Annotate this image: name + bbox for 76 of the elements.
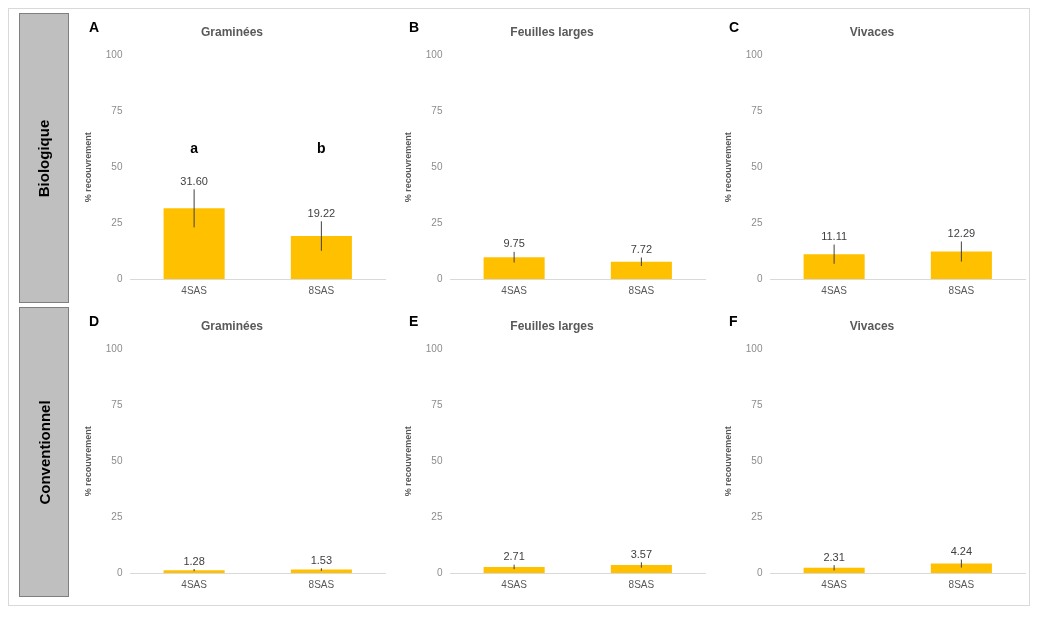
y-tick-label: 100: [425, 343, 443, 355]
y-tick-label: 0: [756, 566, 763, 578]
data-label: 1.28: [183, 554, 205, 567]
text: A: [89, 19, 100, 35]
y-tick-label: 100: [105, 49, 123, 61]
data-label: 1.53: [310, 553, 333, 566]
data-label: 19.22: [307, 206, 336, 219]
y-tick-label: 25: [751, 216, 763, 228]
text: Conventionnel: [35, 399, 53, 505]
text: E: [409, 313, 419, 329]
y-tick-label: 50: [111, 160, 123, 172]
x-tick-label: 8SAS: [308, 284, 335, 296]
y-tick-label: 50: [431, 160, 443, 172]
data-label: 9.75: [503, 237, 525, 250]
y-tick-label: 50: [751, 160, 763, 172]
y-tick-label: 0: [756, 272, 763, 284]
data-label: 2.31: [823, 550, 845, 563]
y-tick-label: 75: [431, 105, 443, 117]
y-tick-label: 50: [431, 454, 443, 466]
y-axis-title: % recouvrement: [722, 132, 733, 203]
y-tick-label: 25: [431, 510, 443, 522]
y-tick-label: 0: [116, 272, 123, 284]
data-label: 2.71: [503, 550, 525, 563]
y-tick-label: 0: [436, 272, 443, 284]
text: F: [729, 313, 738, 329]
y-tick-label: 100: [745, 343, 763, 355]
y-axis-title: % recouvrement: [82, 426, 93, 497]
y-tick-label: 75: [111, 399, 123, 411]
x-tick-label: 8SAS: [948, 578, 975, 590]
data-label: 7.72: [630, 243, 653, 256]
chart-title: Vivaces: [849, 24, 895, 39]
y-tick-label: 100: [425, 49, 443, 61]
y-axis-title: % recouvrement: [402, 132, 413, 203]
data-label: 31.60: [180, 174, 208, 187]
y-tick-label: 75: [111, 105, 123, 117]
x-tick-label: 4SAS: [821, 284, 848, 296]
x-tick-label: 4SAS: [821, 578, 848, 590]
x-tick-label: 4SAS: [181, 578, 208, 590]
y-tick-label: 50: [111, 454, 123, 466]
y-tick-label: 100: [105, 343, 123, 355]
y-tick-label: 75: [751, 105, 763, 117]
chart-title: Graminées: [200, 318, 264, 333]
chart-title: Feuilles larges: [510, 24, 595, 39]
x-tick-label: 8SAS: [948, 284, 975, 296]
annotation: a: [190, 140, 199, 157]
y-tick-label: 100: [745, 49, 763, 61]
y-tick-label: 0: [436, 566, 443, 578]
data-label: 3.57: [630, 547, 653, 560]
x-tick-label: 8SAS: [628, 578, 655, 590]
y-axis-title: % recouvrement: [82, 132, 93, 203]
chart-title: Graminées: [200, 24, 264, 39]
y-tick-label: 0: [116, 566, 123, 578]
chart-title: Feuilles larges: [510, 318, 595, 333]
text: Biologique: [35, 119, 53, 197]
y-tick-label: 25: [751, 510, 763, 522]
data-label: 4.24: [950, 545, 973, 558]
x-tick-label: 8SAS: [628, 284, 655, 296]
y-tick-label: 75: [431, 399, 443, 411]
x-tick-label: 4SAS: [501, 578, 528, 590]
y-tick-label: 50: [751, 454, 763, 466]
y-tick-label: 25: [111, 510, 123, 522]
text: B: [409, 19, 420, 35]
x-tick-label: 8SAS: [308, 578, 335, 590]
y-axis-title: % recouvrement: [722, 426, 733, 497]
data-label: 12.29: [947, 226, 976, 239]
chart-title: Vivaces: [849, 318, 895, 333]
y-tick-label: 25: [431, 216, 443, 228]
data-label: 11.11: [821, 230, 848, 243]
text: C: [729, 19, 740, 35]
y-tick-label: 75: [751, 399, 763, 411]
text: D: [89, 313, 100, 329]
x-tick-label: 4SAS: [181, 284, 208, 296]
x-tick-label: 4SAS: [501, 284, 528, 296]
annotation: b: [317, 140, 326, 157]
y-axis-title: % recouvrement: [402, 426, 413, 497]
y-tick-label: 25: [111, 216, 123, 228]
